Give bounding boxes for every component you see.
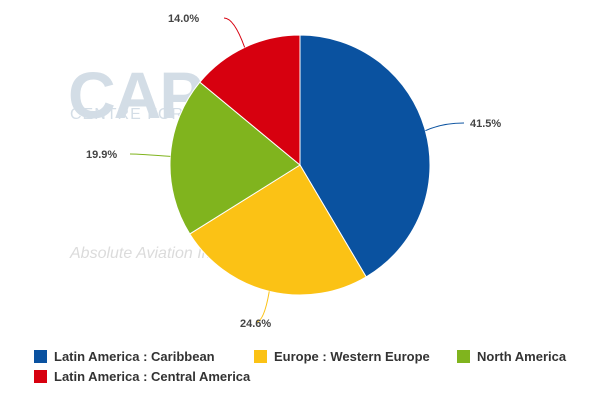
legend-swatch-western-europe xyxy=(254,349,267,363)
data-labels: 41.5% 24.6% 19.9% 14.0% xyxy=(86,13,501,330)
legend-item-central-america[interactable]: Latin America : Central America xyxy=(34,369,250,384)
data-label-caribbean: 41.5% xyxy=(470,118,501,130)
legend-item-caribbean[interactable]: Latin America : Caribbean xyxy=(34,349,254,364)
legend-item-western-europe[interactable]: Europe : Western Europe xyxy=(254,349,457,364)
connector-central-america xyxy=(223,17,246,48)
legend-swatch-central-america xyxy=(34,369,47,383)
data-label-central-america: 14.0% xyxy=(168,13,199,25)
legend: Latin America : Caribbean Europe : Weste… xyxy=(34,346,594,386)
legend-row-1: Latin America : Caribbean Europe : Weste… xyxy=(34,346,594,366)
label-connectors xyxy=(129,17,465,323)
connector-western-europe xyxy=(255,291,270,323)
legend-swatch-caribbean xyxy=(34,349,47,363)
connector-caribbean xyxy=(425,122,465,132)
legend-swatch-north-america xyxy=(457,349,470,363)
data-label-western-europe: 24.6% xyxy=(240,318,271,330)
pie-slices xyxy=(169,34,431,296)
legend-item-north-america[interactable]: North America xyxy=(457,349,566,364)
legend-label-north-america: North America xyxy=(477,348,567,364)
connector-north-america xyxy=(129,153,171,157)
legend-label-central-america: Latin America : Central America xyxy=(54,368,251,384)
legend-row-2: Latin America : Central America xyxy=(34,366,594,386)
legend-label-caribbean: Latin America : Caribbean xyxy=(54,348,215,364)
pie-slice-central-america[interactable] xyxy=(199,34,301,167)
data-label-north-america: 19.9% xyxy=(86,149,117,161)
legend-label-western-europe: Europe : Western Europe xyxy=(274,348,430,364)
